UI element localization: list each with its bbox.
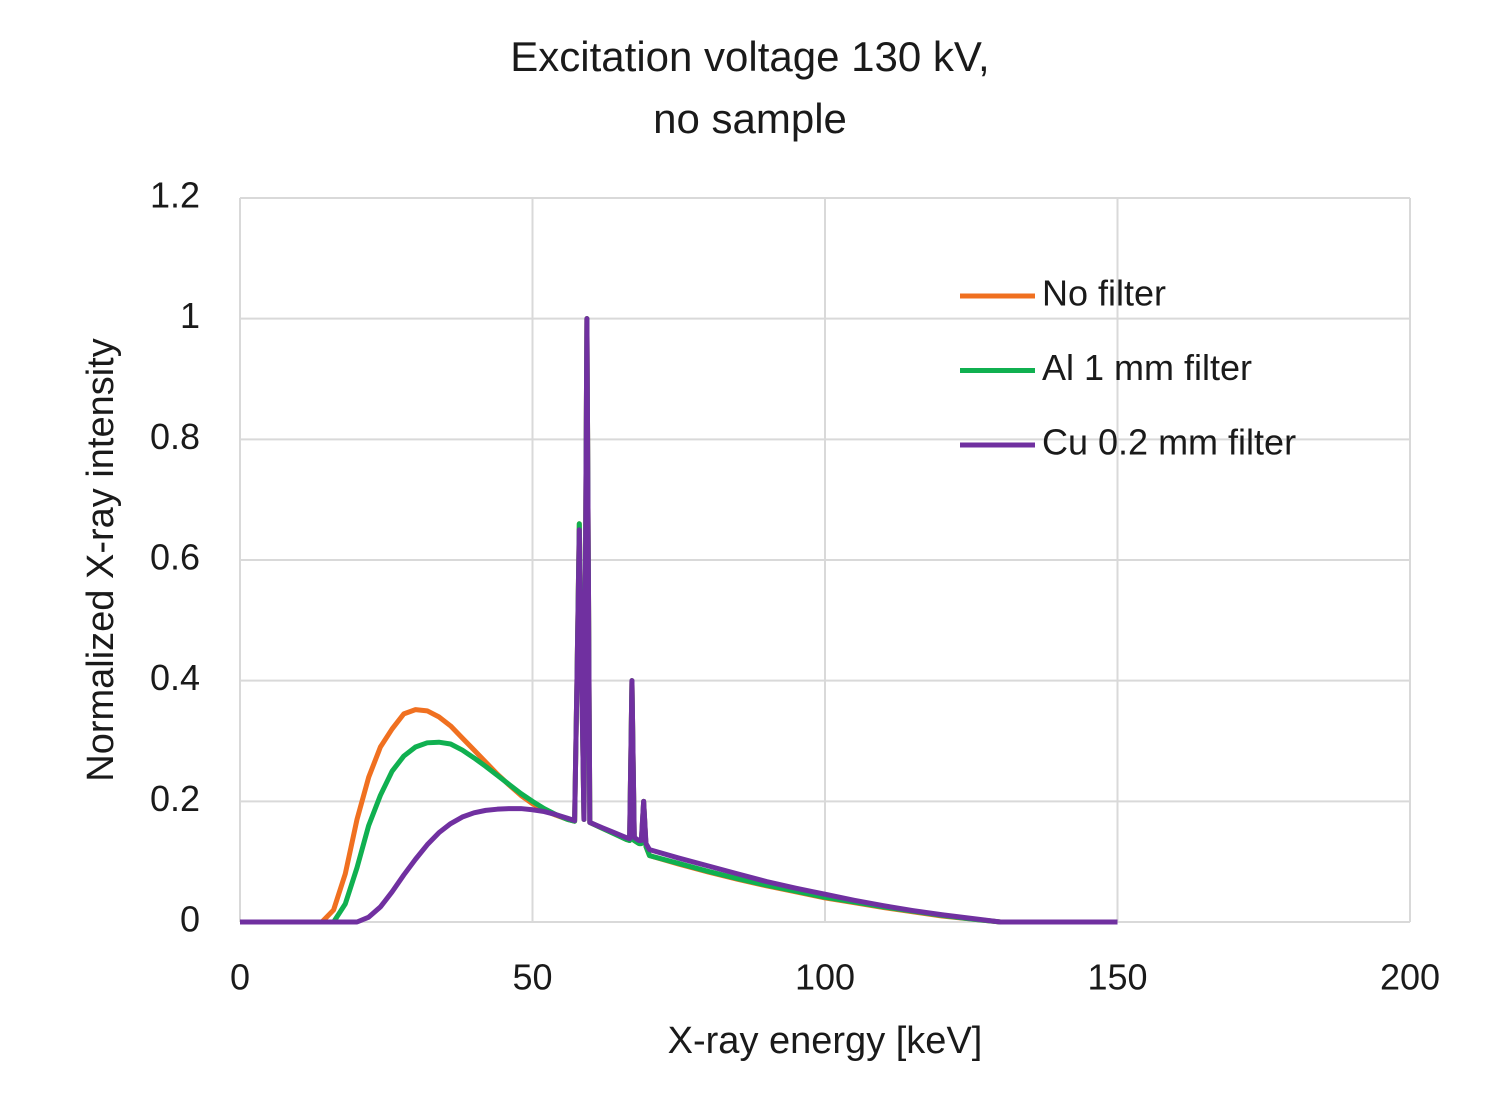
x-tick-label: 0 [230, 957, 250, 998]
x-tick-label: 150 [1087, 957, 1147, 998]
chart-subtitle: no sample [653, 95, 847, 142]
legend-label: No filter [1042, 273, 1166, 314]
y-axis-label: Normalized X-ray intensity [80, 338, 122, 781]
y-tick-label: 0.2 [150, 778, 200, 819]
x-tick-label: 50 [512, 957, 552, 998]
chart-title: Excitation voltage 130 kV, [510, 33, 989, 80]
y-tick-label: 0 [180, 899, 200, 940]
data-line [240, 316, 1118, 925]
y-tick-label: 0.8 [150, 416, 200, 457]
x-tick-label: 100 [795, 957, 855, 998]
data-line [240, 316, 1118, 925]
y-tick-label: 1 [180, 295, 200, 336]
y-tick-label: 0.6 [150, 537, 200, 578]
legend-label: Al 1 mm filter [1042, 347, 1252, 388]
y-tick-label: 1.2 [150, 175, 200, 216]
legend-label: Cu 0.2 mm filter [1042, 422, 1296, 463]
x-tick-label: 200 [1380, 957, 1440, 998]
data-line [240, 316, 1118, 925]
x-axis-label: X-ray energy [keV] [668, 1020, 983, 1062]
y-tick-label: 0.4 [150, 657, 200, 698]
